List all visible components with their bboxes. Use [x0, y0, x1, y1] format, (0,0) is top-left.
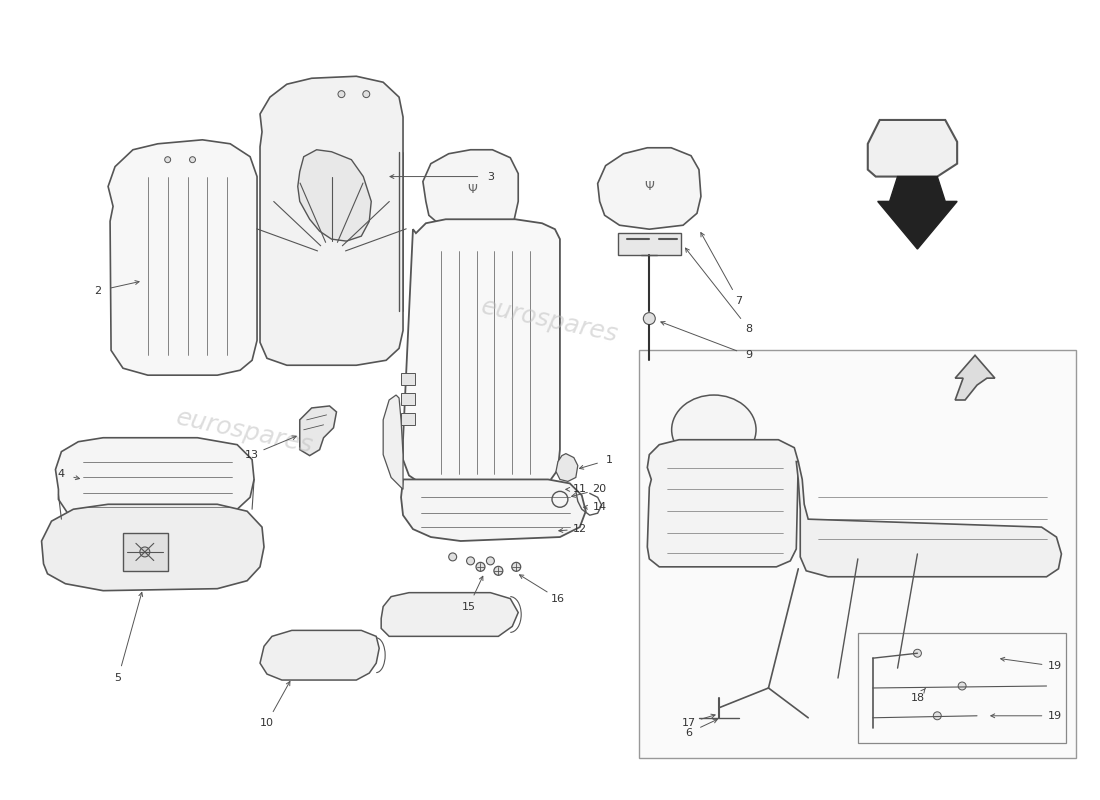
Bar	[402, 373, 415, 385]
Text: 8: 8	[745, 323, 752, 334]
Text: 17: 17	[682, 718, 696, 728]
Text: 6: 6	[685, 728, 693, 738]
Circle shape	[449, 553, 456, 561]
Polygon shape	[597, 148, 701, 229]
Polygon shape	[556, 454, 578, 482]
Text: 15: 15	[462, 602, 475, 611]
Text: 12: 12	[573, 524, 587, 534]
Circle shape	[913, 650, 922, 658]
Text: eurospares: eurospares	[174, 406, 315, 458]
Circle shape	[189, 157, 196, 162]
Circle shape	[486, 557, 494, 565]
Polygon shape	[796, 462, 1062, 577]
Text: 19: 19	[1047, 710, 1062, 721]
Text: 4: 4	[58, 470, 65, 479]
Text: 20: 20	[593, 484, 607, 494]
Text: 13: 13	[245, 450, 260, 460]
Text: Ψ: Ψ	[468, 183, 477, 196]
Polygon shape	[422, 150, 518, 231]
Text: 11: 11	[573, 484, 586, 494]
Polygon shape	[260, 630, 379, 680]
Text: 9: 9	[745, 350, 752, 360]
Text: 3: 3	[487, 171, 494, 182]
Circle shape	[466, 557, 474, 565]
Text: 7: 7	[735, 296, 743, 306]
Circle shape	[958, 682, 966, 690]
Circle shape	[512, 562, 520, 571]
Circle shape	[933, 712, 942, 720]
Bar	[402, 413, 415, 425]
Polygon shape	[617, 233, 681, 255]
Circle shape	[363, 90, 370, 98]
Text: eurospares: eurospares	[480, 294, 620, 347]
Text: 18: 18	[911, 693, 924, 703]
Polygon shape	[878, 177, 957, 249]
Circle shape	[338, 90, 345, 98]
Text: 5: 5	[114, 673, 121, 683]
Polygon shape	[42, 504, 264, 590]
Text: 2: 2	[95, 286, 101, 296]
Circle shape	[165, 157, 170, 162]
Text: Ψ: Ψ	[645, 180, 654, 193]
Circle shape	[494, 566, 503, 575]
Polygon shape	[383, 395, 403, 490]
Polygon shape	[123, 533, 167, 571]
Polygon shape	[382, 593, 518, 636]
Polygon shape	[298, 150, 372, 241]
Circle shape	[644, 313, 656, 325]
Text: 14: 14	[593, 502, 607, 512]
Polygon shape	[108, 140, 257, 375]
Text: 19: 19	[1047, 661, 1062, 671]
Circle shape	[476, 562, 485, 571]
Text: 1: 1	[606, 454, 613, 465]
Text: 10: 10	[260, 718, 274, 728]
Polygon shape	[402, 479, 585, 541]
Polygon shape	[403, 219, 560, 490]
Polygon shape	[299, 406, 337, 456]
Circle shape	[140, 547, 150, 557]
Polygon shape	[55, 438, 254, 521]
Polygon shape	[955, 355, 994, 400]
Polygon shape	[647, 440, 799, 567]
Text: 16: 16	[551, 594, 565, 604]
Bar	[402, 393, 415, 405]
Polygon shape	[260, 76, 403, 366]
Bar	[858, 634, 1066, 742]
Ellipse shape	[672, 395, 756, 465]
Bar	[639, 350, 1076, 758]
Polygon shape	[868, 120, 957, 177]
